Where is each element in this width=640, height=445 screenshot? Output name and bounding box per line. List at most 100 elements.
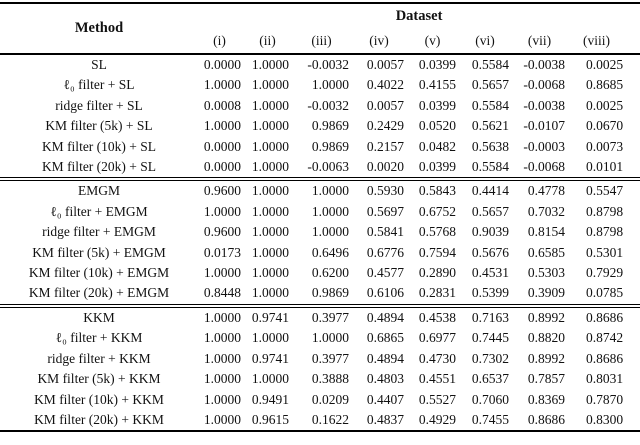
value-cell: 0.4894 <box>366 309 404 325</box>
value-cell: 0.3909 <box>527 285 565 301</box>
method-cell: KM filter (10k) + EMGM <box>28 265 170 281</box>
value-cell: -0.0003 <box>523 138 565 154</box>
value-cell: 0.7870 <box>585 391 624 407</box>
value-cell: 0.8992 <box>527 309 565 325</box>
value-cell: 1.0000 <box>251 183 289 199</box>
value-cell: 0.8742 <box>585 330 624 346</box>
method-group-kkm: KKM 1.0000 0.9741 0.3977 0.4894 0.4538 0.7163 0… <box>0 306 640 432</box>
value-cell: 0.9491 <box>251 391 289 407</box>
value-cell: 1.0000 <box>311 330 349 346</box>
value-cell: 0.0073 <box>585 138 624 154</box>
value-cell: 1.0000 <box>203 309 241 325</box>
value-cell: 1.0000 <box>251 159 289 175</box>
table-row: ridge filter + SL 0.0008 1.0000 -0.0032 0.00… <box>0 96 640 116</box>
value-cell: 0.6496 <box>311 244 349 260</box>
col-header-vii: (vii) <box>527 33 552 48</box>
value-cell: 0.0000 <box>203 57 241 72</box>
value-cell: 0.0101 <box>585 159 624 175</box>
value-cell: 0.0057 <box>366 97 404 113</box>
method-cell: ridge filter + SL <box>55 97 143 113</box>
value-cell: 1.0000 <box>251 265 289 281</box>
value-cell: 1.0000 <box>251 118 289 134</box>
method-cell: ridge filter + KKM <box>47 350 151 366</box>
method-cell: KKM <box>83 309 115 325</box>
value-cell: 0.4407 <box>366 391 404 407</box>
value-cell: 0.7302 <box>471 350 509 366</box>
table-row: ℓ₀ filter + EMGM 1.0000 1.0000 1.0000 0.5697… <box>0 202 640 222</box>
value-cell: 0.5676 <box>471 244 509 260</box>
table-row: ridge filter + EMGM 0.9600 1.0000 1.0000 0.5… <box>0 222 640 242</box>
value-cell: 0.7445 <box>471 330 509 346</box>
value-cell: 0.0670 <box>585 118 624 134</box>
value-cell: 0.0000 <box>203 138 241 154</box>
value-cell: 0.9600 <box>203 224 241 240</box>
value-cell: 0.1622 <box>311 411 349 427</box>
value-cell: 0.5621 <box>471 118 509 134</box>
value-cell: 0.9869 <box>311 138 349 154</box>
table-row: KM filter (20k) + KKM 1.0000 0.9615 0.1622 0… <box>0 410 640 431</box>
table-row: KM filter (5k) + SL 1.0000 1.0000 0.9869 0.2… <box>0 116 640 136</box>
value-cell: -0.0038 <box>523 97 565 113</box>
value-cell: 1.0000 <box>203 391 241 407</box>
value-cell: 0.0025 <box>585 57 624 72</box>
value-cell: 0.8820 <box>527 330 565 346</box>
value-cell: 1.0000 <box>251 330 289 346</box>
table-row: ridge filter + KKM 1.0000 0.9741 0.3977 0.48… <box>0 349 640 369</box>
value-cell: 0.0399 <box>418 97 456 113</box>
col-header-v: (v) <box>424 33 441 48</box>
table-row: KKM 1.0000 0.9741 0.3977 0.4894 0.4538 0.7163 0… <box>0 306 640 328</box>
value-cell: 0.0025 <box>585 97 624 113</box>
value-cell: 0.7594 <box>418 244 456 260</box>
value-cell: 0.8686 <box>585 309 624 325</box>
method-cell: KM filter (10k) + SL <box>41 138 157 154</box>
table-row: ℓ₀ filter + SL 1.0000 1.0000 1.0000 0.4022 0.… <box>0 75 640 95</box>
value-cell: 0.5547 <box>585 183 624 199</box>
value-cell: 0.9600 <box>203 183 241 199</box>
value-cell: 0.0057 <box>366 57 404 72</box>
results-table: Method Dataset (i) (ii) (iii) (iv) (v) (… <box>0 2 640 432</box>
value-cell: 0.9869 <box>311 118 349 134</box>
value-cell: 0.8031 <box>585 371 624 387</box>
value-cell: 1.0000 <box>311 77 349 93</box>
method-cell: ridge filter + EMGM <box>42 224 156 240</box>
value-cell: -0.0032 <box>307 57 349 72</box>
value-cell: 0.0020 <box>366 159 404 175</box>
value-cell: 0.5657 <box>471 203 509 219</box>
value-cell: 0.8798 <box>585 203 624 219</box>
table-row: KM filter (20k) + EMGM 0.8448 1.0000 0.9869… <box>0 283 640 305</box>
col-header-viii: (viii) <box>583 33 611 48</box>
method-cell: KM filter (5k) + EMGM <box>32 244 166 260</box>
value-cell: 0.5584 <box>471 57 509 72</box>
value-cell: 0.2429 <box>366 118 404 134</box>
value-cell: -0.0068 <box>523 77 565 93</box>
value-cell: 0.3888 <box>311 371 349 387</box>
value-cell: 0.0520 <box>418 118 456 134</box>
value-cell: 1.0000 <box>251 97 289 113</box>
value-cell: 0.7032 <box>527 203 565 219</box>
col-header-vi: (vi) <box>475 33 495 48</box>
value-cell: 0.4538 <box>418 309 456 325</box>
value-cell: 1.0000 <box>251 138 289 154</box>
value-cell: 0.5303 <box>527 265 565 281</box>
value-cell: 1.0000 <box>311 203 349 219</box>
value-cell: 0.5527 <box>418 391 456 407</box>
method-cell: ℓ₀ filter + SL <box>63 77 135 93</box>
col-header-iii: (iii) <box>311 33 332 48</box>
value-cell: 0.2890 <box>418 265 456 281</box>
value-cell: 1.0000 <box>251 285 289 301</box>
value-cell: 0.6200 <box>311 265 349 281</box>
value-cell: 0.3977 <box>311 350 349 366</box>
method-group-sl: SL 0.0000 1.0000 -0.0032 0.0057 0.0399 0.5584-… <box>0 54 640 180</box>
table-row: SL 0.0000 1.0000 -0.0032 0.0057 0.0399 0.5584-… <box>0 54 640 75</box>
method-cell: KM filter (20k) + EMGM <box>28 285 170 301</box>
value-cell: 0.5843 <box>418 183 456 199</box>
value-cell: 1.0000 <box>203 118 241 134</box>
col-header-iv: (iv) <box>369 33 389 48</box>
value-cell: 1.0000 <box>251 57 289 72</box>
method-cell: KM filter (10k) + KKM <box>34 391 164 407</box>
value-cell: 1.0000 <box>203 371 241 387</box>
value-cell: 0.4022 <box>366 77 404 93</box>
value-cell: 0.8686 <box>585 350 624 366</box>
table-row: KM filter (10k) + SL 0.0000 1.0000 0.9869 0.… <box>0 137 640 157</box>
table-row: KM filter (10k) + KKM 1.0000 0.9491 0.0209 0… <box>0 390 640 410</box>
